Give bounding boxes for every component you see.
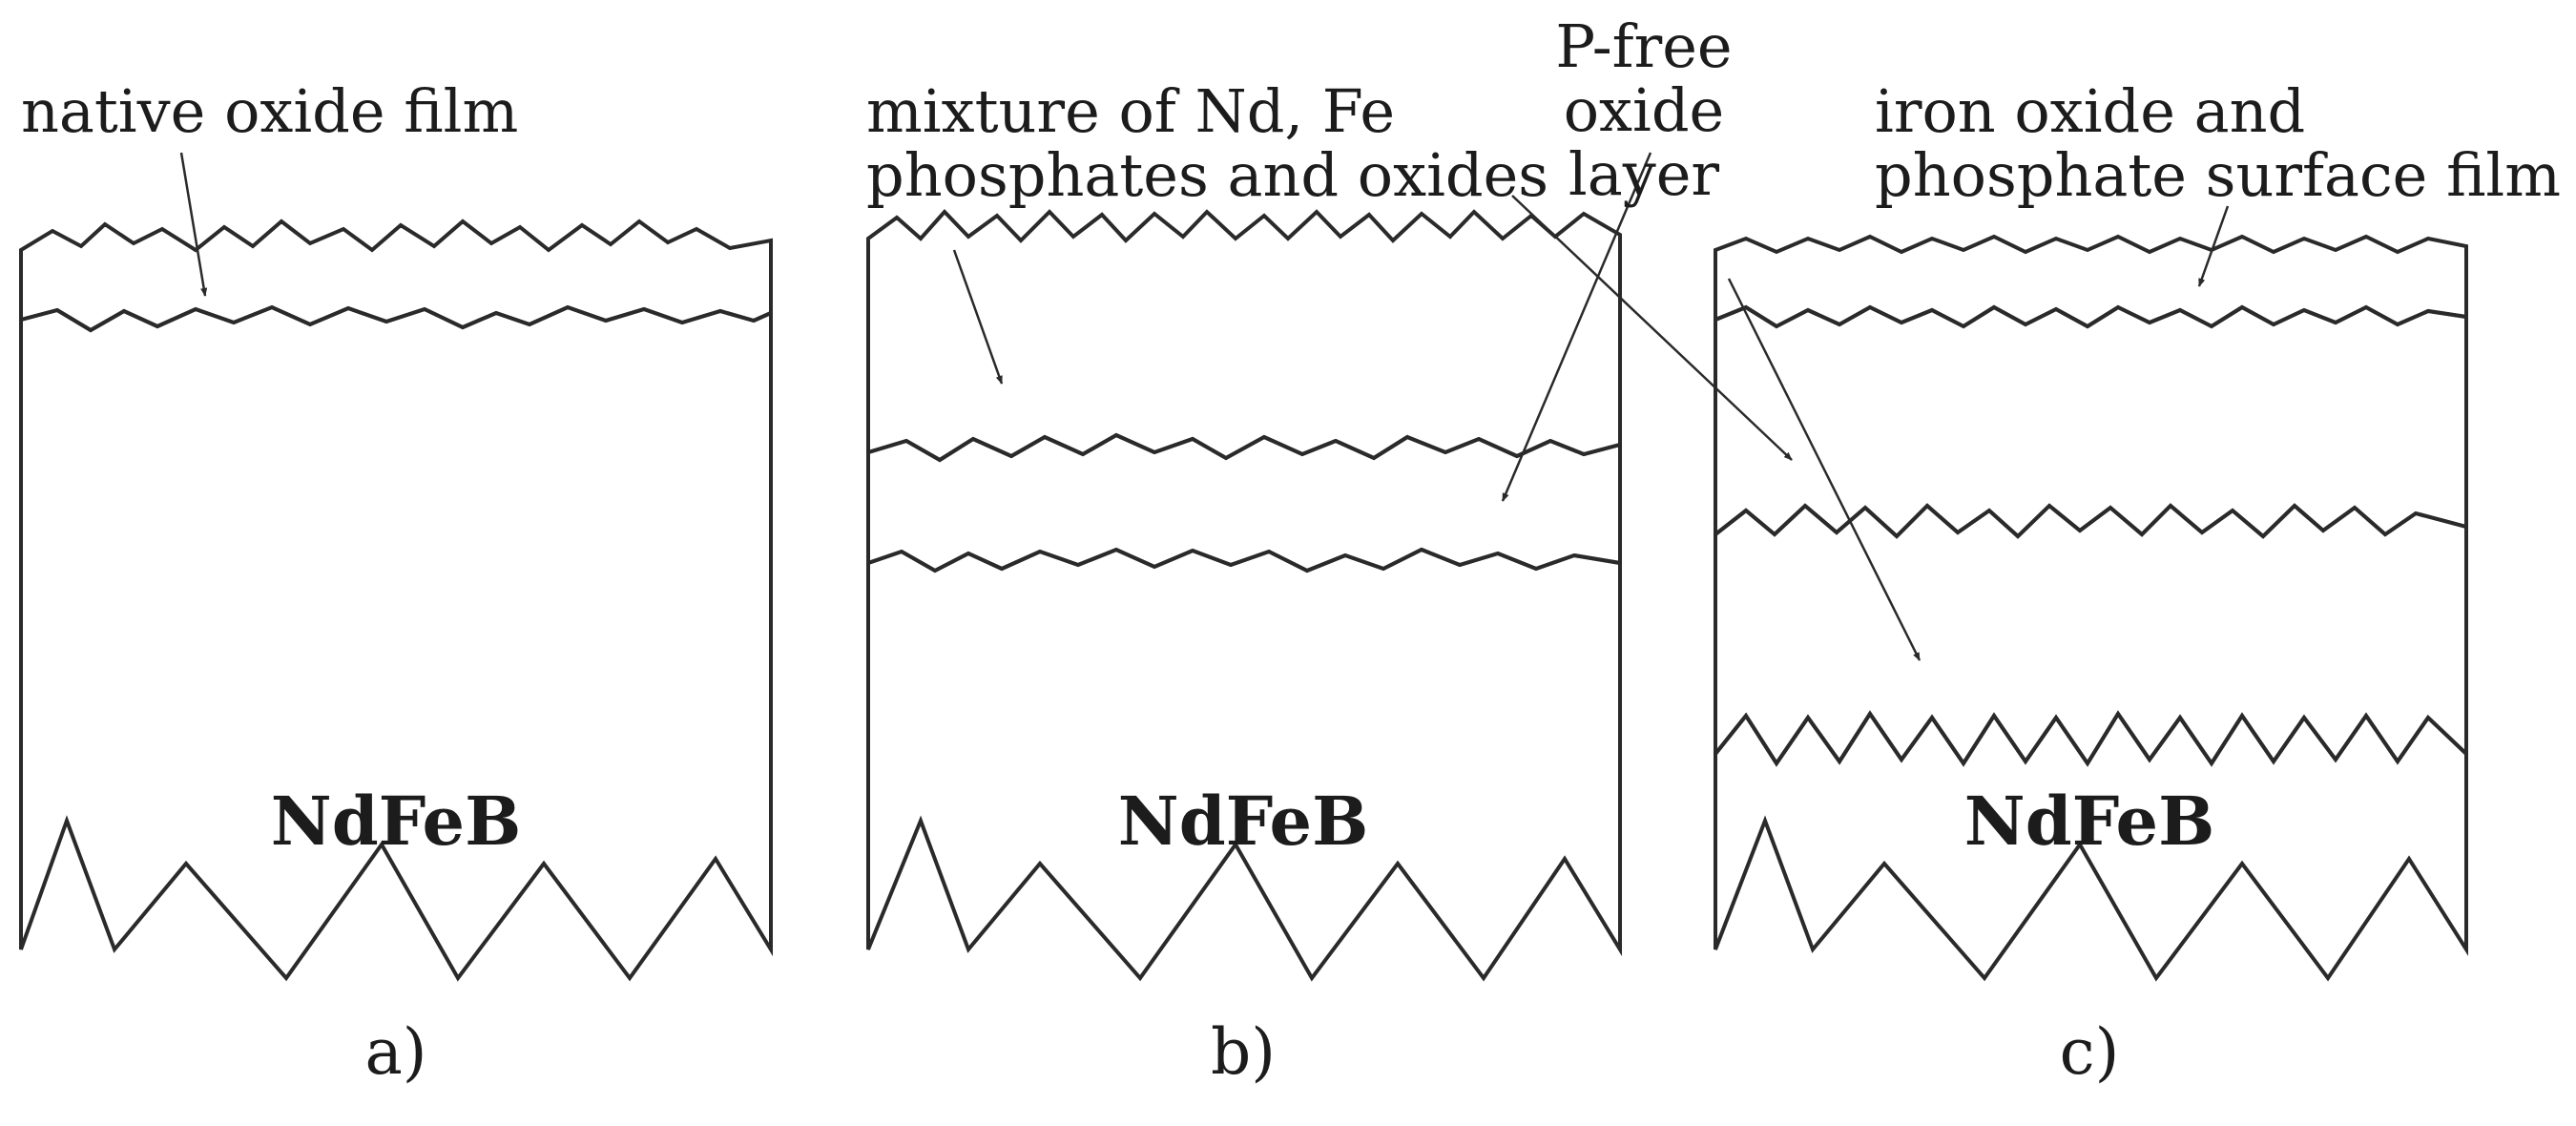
label-pfree-line3: layer — [1568, 139, 1720, 209]
shared-label: P-free oxide layer — [1555, 11, 1732, 209]
thickness-b-0: 50 nm — [1149, 323, 1337, 386]
pointer-arrow-c-surface — [2197, 205, 2230, 287]
pointer-arrow-b-mixture — [952, 249, 1004, 385]
label-mixture-line1: mixture of Nd, Fe — [866, 76, 1395, 146]
label-native-oxide: native oxide film — [21, 76, 518, 146]
thickness-c-2: 50 nm — [1995, 623, 2183, 686]
label-iron-oxide-line2: phosphate surface film — [1875, 140, 2561, 210]
pointer-arrow-c-pfree — [1727, 278, 1922, 661]
thickness-b-1: 20 nm — [1149, 483, 1337, 546]
surface-layer-c — [1714, 234, 2468, 329]
substrate-b — [866, 547, 1622, 982]
pointer-arrow-c-mixture — [1511, 195, 1793, 461]
panel-c: 10 nm 50 nm 50 nm NdFeB iron oxide and p… — [1511, 76, 2561, 1089]
caption-c: c) — [2060, 1015, 2120, 1089]
thickness-a-0: 10 nm — [301, 255, 489, 318]
substrate-label-c: NdFeB — [1964, 782, 2215, 861]
panel-a: 10 nm NdFeB native oxide film a) — [19, 76, 773, 1089]
pointer-arrow-a — [179, 152, 208, 297]
label-pfree-line1: P-free — [1555, 11, 1732, 81]
thickness-c-0: 10 nm — [1995, 254, 2183, 317]
caption-b: b) — [1211, 1015, 1276, 1089]
pointer-arrow-b-pfree — [1501, 152, 1652, 502]
label-pfree-line2: oxide — [1564, 75, 1725, 145]
panel-b: 50 nm 20 nm NdFeB mixture of Nd, Fe phos… — [866, 76, 1652, 1089]
label-iron-oxide-line1: iron oxide and — [1875, 76, 2305, 146]
substrate-label-b: NdFeB — [1118, 782, 1369, 861]
substrate-label-a: NdFeB — [271, 782, 522, 861]
caption-a: a) — [364, 1015, 426, 1089]
thickness-c-1: 50 nm — [1995, 394, 2183, 457]
substrate-a — [19, 304, 773, 982]
label-mixture-line2: phosphates and oxides — [866, 140, 1548, 210]
oxide-layer-a — [19, 219, 773, 333]
